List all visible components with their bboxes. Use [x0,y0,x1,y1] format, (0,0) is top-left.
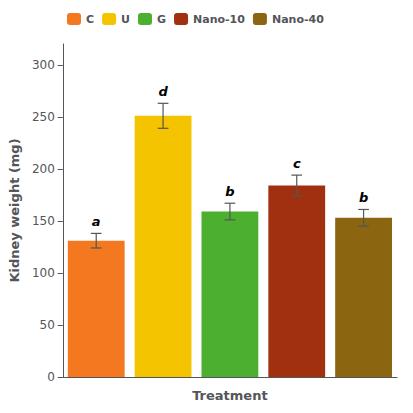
svg-text:Treatment: Treatment [192,388,268,403]
svg-text:b: b [225,184,234,199]
svg-text:b: b [359,190,368,205]
svg-text:U: U [121,13,130,26]
svg-text:0: 0 [47,370,55,384]
svg-text:c: c [293,156,301,171]
svg-text:C: C [86,13,94,26]
svg-text:300: 300 [32,58,55,72]
svg-text:50: 50 [40,318,55,332]
svg-text:G: G [157,13,166,26]
svg-text:250: 250 [32,110,55,124]
svg-text:Nano-40: Nano-40 [272,13,324,26]
svg-text:Nano-10: Nano-10 [193,13,245,26]
svg-text:100: 100 [32,266,55,280]
svg-text:Kidney weight (mg): Kidney weight (mg) [7,138,22,282]
svg-text:200: 200 [32,162,55,176]
svg-text:d: d [158,84,168,99]
svg-text:150: 150 [32,214,55,228]
svg-text:a: a [92,214,101,229]
